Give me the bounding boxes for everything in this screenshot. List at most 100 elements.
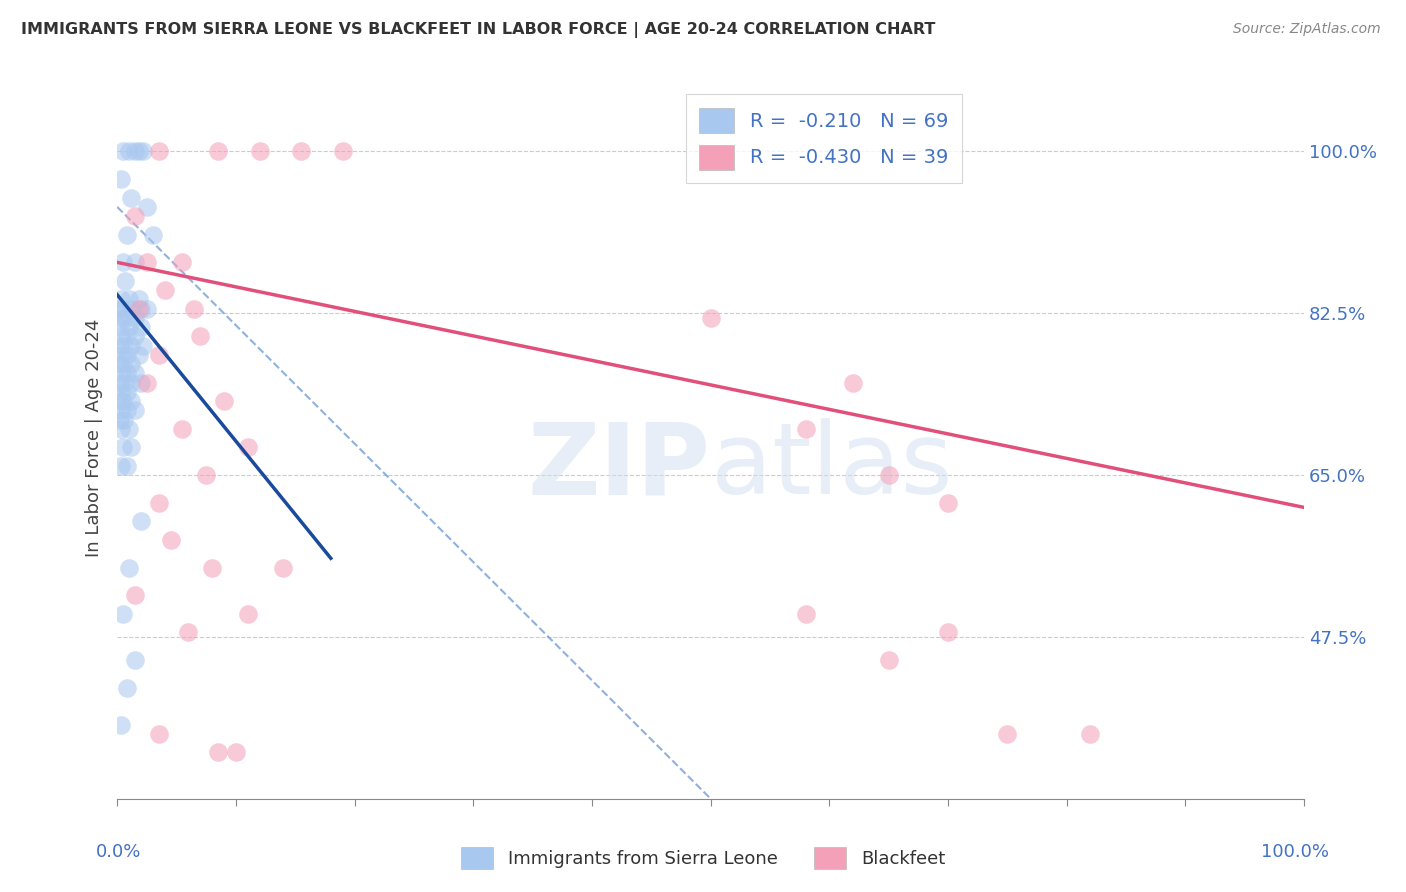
- Point: [207, 145, 229, 159]
- Point: [124, 329, 146, 343]
- Point: [159, 533, 181, 547]
- Point: [936, 496, 959, 510]
- Point: [148, 348, 170, 362]
- Point: [128, 301, 150, 316]
- Point: [115, 367, 138, 381]
- Point: [124, 367, 146, 381]
- Point: [142, 227, 165, 242]
- Point: [153, 283, 176, 297]
- Text: IMMIGRANTS FROM SIERRA LEONE VS BLACKFEET IN LABOR FORCE | AGE 20-24 CORRELATION: IMMIGRANTS FROM SIERRA LEONE VS BLACKFEE…: [21, 22, 935, 38]
- Point: [110, 458, 132, 473]
- Point: [699, 310, 721, 325]
- Point: [114, 274, 136, 288]
- Point: [115, 403, 138, 417]
- Point: [290, 145, 312, 159]
- Point: [112, 412, 135, 426]
- Point: [112, 301, 135, 316]
- Point: [212, 394, 235, 409]
- Point: [332, 145, 354, 159]
- Point: [115, 329, 138, 343]
- Point: [115, 681, 138, 695]
- Text: Source: ZipAtlas.com: Source: ZipAtlas.com: [1233, 22, 1381, 37]
- Point: [207, 746, 229, 760]
- Point: [172, 255, 194, 269]
- Point: [115, 384, 138, 399]
- Point: [124, 209, 146, 223]
- Point: [128, 145, 150, 159]
- Point: [129, 320, 152, 334]
- Point: [110, 329, 132, 343]
- Text: atlas: atlas: [710, 418, 952, 516]
- Point: [201, 560, 224, 574]
- Point: [249, 145, 271, 159]
- Point: [115, 348, 138, 362]
- Point: [120, 394, 142, 409]
- Point: [114, 310, 136, 325]
- Text: 0.0%: 0.0%: [96, 843, 141, 861]
- Point: [112, 394, 135, 409]
- Point: [110, 403, 132, 417]
- Point: [135, 301, 157, 316]
- Point: [120, 357, 142, 371]
- Point: [995, 727, 1018, 741]
- Point: [108, 320, 131, 334]
- Point: [108, 412, 131, 426]
- Point: [112, 255, 135, 269]
- Point: [877, 653, 900, 667]
- Point: [124, 588, 146, 602]
- Point: [177, 625, 200, 640]
- Point: [172, 422, 194, 436]
- Point: [112, 338, 135, 352]
- Point: [118, 145, 141, 159]
- Point: [794, 607, 817, 621]
- Point: [128, 348, 150, 362]
- Point: [148, 145, 170, 159]
- Point: [108, 357, 131, 371]
- Text: ZIP: ZIP: [527, 418, 710, 516]
- Point: [118, 422, 141, 436]
- Point: [118, 560, 141, 574]
- Text: 100.0%: 100.0%: [1261, 843, 1329, 861]
- Point: [124, 653, 146, 667]
- Point: [1080, 727, 1102, 741]
- Point: [794, 422, 817, 436]
- Point: [936, 625, 959, 640]
- Point: [120, 376, 142, 390]
- Point: [124, 403, 146, 417]
- Point: [108, 376, 131, 390]
- Point: [135, 200, 157, 214]
- Point: [129, 301, 152, 316]
- Point: [877, 468, 900, 483]
- Point: [236, 440, 259, 454]
- Point: [188, 329, 211, 343]
- Point: [132, 145, 155, 159]
- Point: [273, 560, 295, 574]
- Point: [115, 227, 138, 242]
- Point: [120, 301, 142, 316]
- Point: [110, 422, 132, 436]
- Point: [195, 468, 218, 483]
- Point: [225, 746, 247, 760]
- Point: [112, 145, 135, 159]
- Point: [110, 293, 132, 307]
- Point: [110, 310, 132, 325]
- Point: [132, 338, 155, 352]
- Point: [108, 394, 131, 409]
- Point: [842, 376, 865, 390]
- Point: [110, 717, 132, 731]
- Point: [129, 376, 152, 390]
- Point: [110, 348, 132, 362]
- Point: [112, 607, 135, 621]
- Point: [183, 301, 205, 316]
- Point: [124, 255, 146, 269]
- Legend: Immigrants from Sierra Leone, Blackfeet: Immigrants from Sierra Leone, Blackfeet: [454, 839, 952, 876]
- Legend: R =  -0.210   N = 69, R =  -0.430   N = 39: R = -0.210 N = 69, R = -0.430 N = 39: [686, 95, 962, 183]
- Point: [128, 293, 150, 307]
- Point: [118, 293, 141, 307]
- Point: [135, 255, 157, 269]
- Point: [129, 514, 152, 528]
- Point: [124, 145, 146, 159]
- Point: [112, 357, 135, 371]
- Point: [135, 376, 157, 390]
- Point: [118, 320, 141, 334]
